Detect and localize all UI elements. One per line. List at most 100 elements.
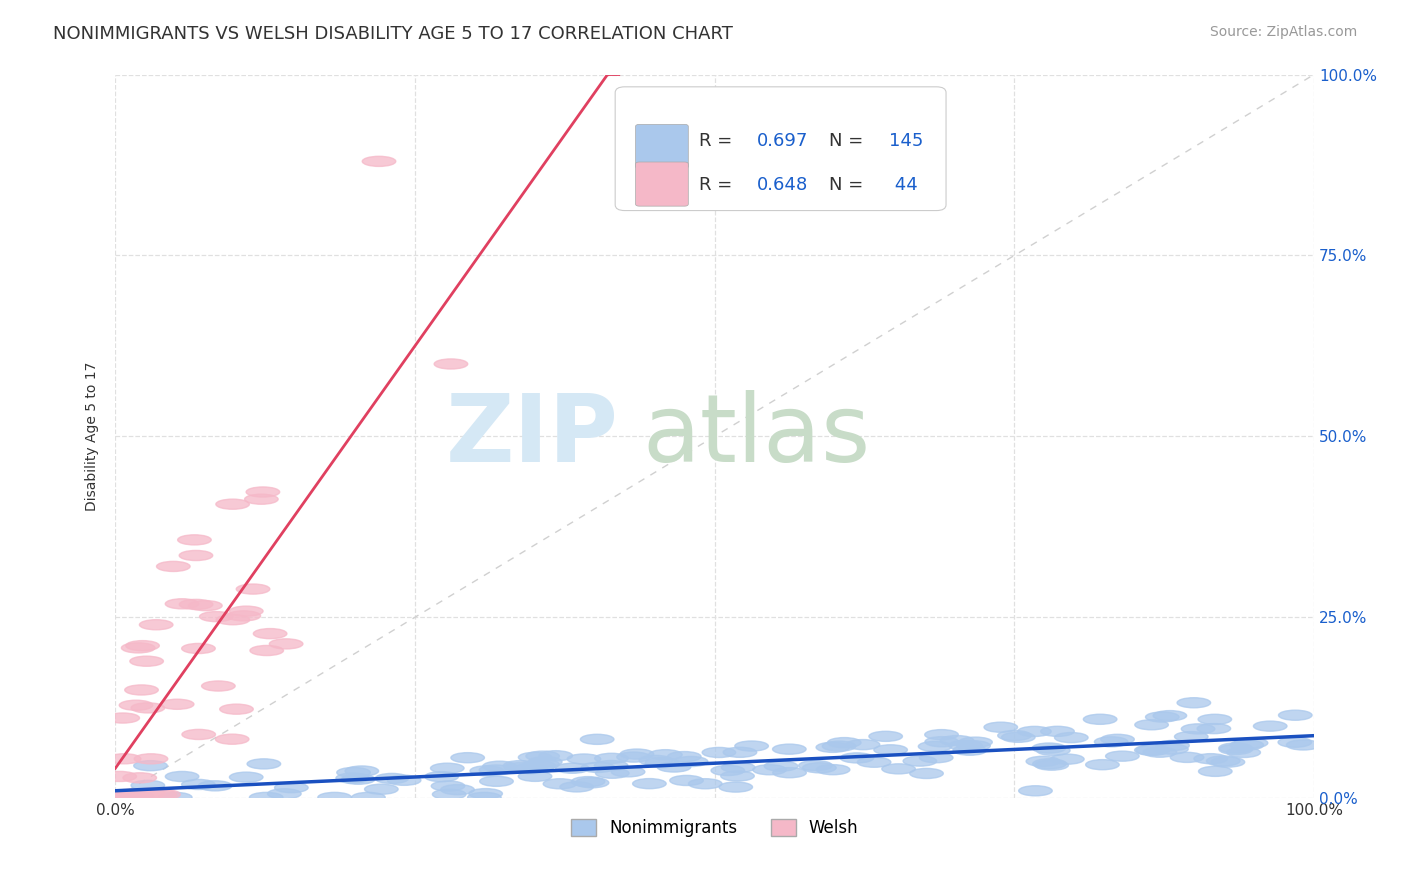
Ellipse shape	[752, 764, 786, 775]
Ellipse shape	[375, 773, 409, 783]
Ellipse shape	[1001, 732, 1035, 742]
Ellipse shape	[841, 753, 873, 763]
Ellipse shape	[1143, 747, 1177, 757]
Ellipse shape	[1105, 751, 1139, 761]
Ellipse shape	[440, 785, 474, 795]
Ellipse shape	[1174, 731, 1208, 741]
Ellipse shape	[869, 731, 903, 741]
Text: R =: R =	[699, 132, 738, 150]
Ellipse shape	[1040, 726, 1074, 737]
Y-axis label: Disability Age 5 to 17: Disability Age 5 to 17	[86, 361, 100, 511]
Ellipse shape	[903, 756, 936, 766]
Ellipse shape	[689, 779, 723, 789]
Ellipse shape	[1197, 723, 1230, 733]
Ellipse shape	[229, 772, 263, 782]
Ellipse shape	[470, 765, 503, 776]
FancyBboxPatch shape	[636, 162, 689, 206]
Ellipse shape	[718, 782, 752, 792]
Ellipse shape	[571, 777, 605, 787]
Text: NONIMMIGRANTS VS WELSH DISABILITY AGE 5 TO 17 CORRELATION CHART: NONIMMIGRANTS VS WELSH DISABILITY AGE 5 …	[53, 25, 734, 43]
Ellipse shape	[181, 643, 215, 654]
Ellipse shape	[648, 749, 682, 760]
Ellipse shape	[430, 764, 464, 773]
Ellipse shape	[555, 764, 589, 773]
Ellipse shape	[657, 762, 690, 772]
Ellipse shape	[882, 764, 915, 774]
Ellipse shape	[1094, 737, 1128, 747]
Ellipse shape	[179, 550, 212, 560]
Ellipse shape	[1146, 712, 1180, 723]
Ellipse shape	[617, 752, 651, 762]
Ellipse shape	[1019, 786, 1052, 796]
Ellipse shape	[139, 620, 173, 630]
Ellipse shape	[479, 776, 513, 787]
Ellipse shape	[217, 500, 249, 509]
Text: N =: N =	[828, 132, 869, 150]
Ellipse shape	[482, 761, 516, 772]
Ellipse shape	[200, 612, 233, 622]
Ellipse shape	[823, 741, 856, 751]
Ellipse shape	[519, 772, 551, 781]
Ellipse shape	[107, 754, 141, 764]
Ellipse shape	[1085, 760, 1119, 770]
Ellipse shape	[134, 754, 167, 764]
Ellipse shape	[1054, 732, 1088, 743]
Ellipse shape	[236, 584, 270, 594]
Ellipse shape	[451, 753, 485, 763]
Ellipse shape	[188, 600, 222, 611]
Ellipse shape	[1032, 743, 1066, 753]
Ellipse shape	[1154, 744, 1188, 754]
Ellipse shape	[363, 156, 396, 167]
Ellipse shape	[633, 779, 666, 789]
Text: 0.648: 0.648	[756, 176, 808, 194]
Ellipse shape	[773, 768, 806, 778]
Ellipse shape	[342, 774, 375, 784]
Ellipse shape	[1198, 766, 1232, 776]
Ellipse shape	[920, 753, 953, 763]
Ellipse shape	[274, 782, 308, 793]
Ellipse shape	[105, 713, 139, 723]
Ellipse shape	[1156, 740, 1189, 750]
Ellipse shape	[1135, 720, 1168, 730]
Ellipse shape	[387, 775, 420, 785]
Ellipse shape	[910, 768, 943, 779]
Ellipse shape	[645, 757, 679, 768]
Ellipse shape	[765, 761, 797, 772]
Ellipse shape	[134, 761, 167, 771]
Ellipse shape	[711, 765, 745, 775]
Ellipse shape	[567, 754, 600, 764]
Ellipse shape	[1084, 714, 1116, 724]
Ellipse shape	[1219, 743, 1253, 753]
Ellipse shape	[1036, 746, 1070, 756]
Ellipse shape	[434, 359, 468, 369]
Ellipse shape	[166, 599, 198, 609]
Ellipse shape	[143, 789, 177, 799]
Ellipse shape	[538, 751, 572, 761]
Ellipse shape	[846, 739, 880, 749]
Ellipse shape	[1211, 757, 1244, 767]
Legend: Nonimmigrants, Welsh: Nonimmigrants, Welsh	[564, 813, 865, 844]
Ellipse shape	[1153, 711, 1187, 721]
Ellipse shape	[925, 730, 959, 739]
Ellipse shape	[595, 761, 628, 771]
Ellipse shape	[110, 789, 143, 799]
Ellipse shape	[468, 792, 501, 803]
Ellipse shape	[560, 781, 593, 792]
Ellipse shape	[1206, 756, 1240, 766]
Ellipse shape	[675, 756, 707, 766]
Ellipse shape	[468, 789, 502, 798]
Ellipse shape	[956, 740, 990, 751]
Ellipse shape	[1136, 745, 1170, 756]
Ellipse shape	[918, 741, 952, 751]
Ellipse shape	[217, 615, 250, 624]
Ellipse shape	[721, 763, 755, 772]
Ellipse shape	[1253, 721, 1286, 731]
Text: 44: 44	[889, 176, 917, 194]
Ellipse shape	[352, 792, 385, 803]
Ellipse shape	[505, 763, 538, 772]
Ellipse shape	[1177, 698, 1211, 708]
Ellipse shape	[115, 789, 149, 799]
Ellipse shape	[219, 704, 253, 714]
Ellipse shape	[513, 764, 547, 773]
Ellipse shape	[581, 763, 614, 772]
